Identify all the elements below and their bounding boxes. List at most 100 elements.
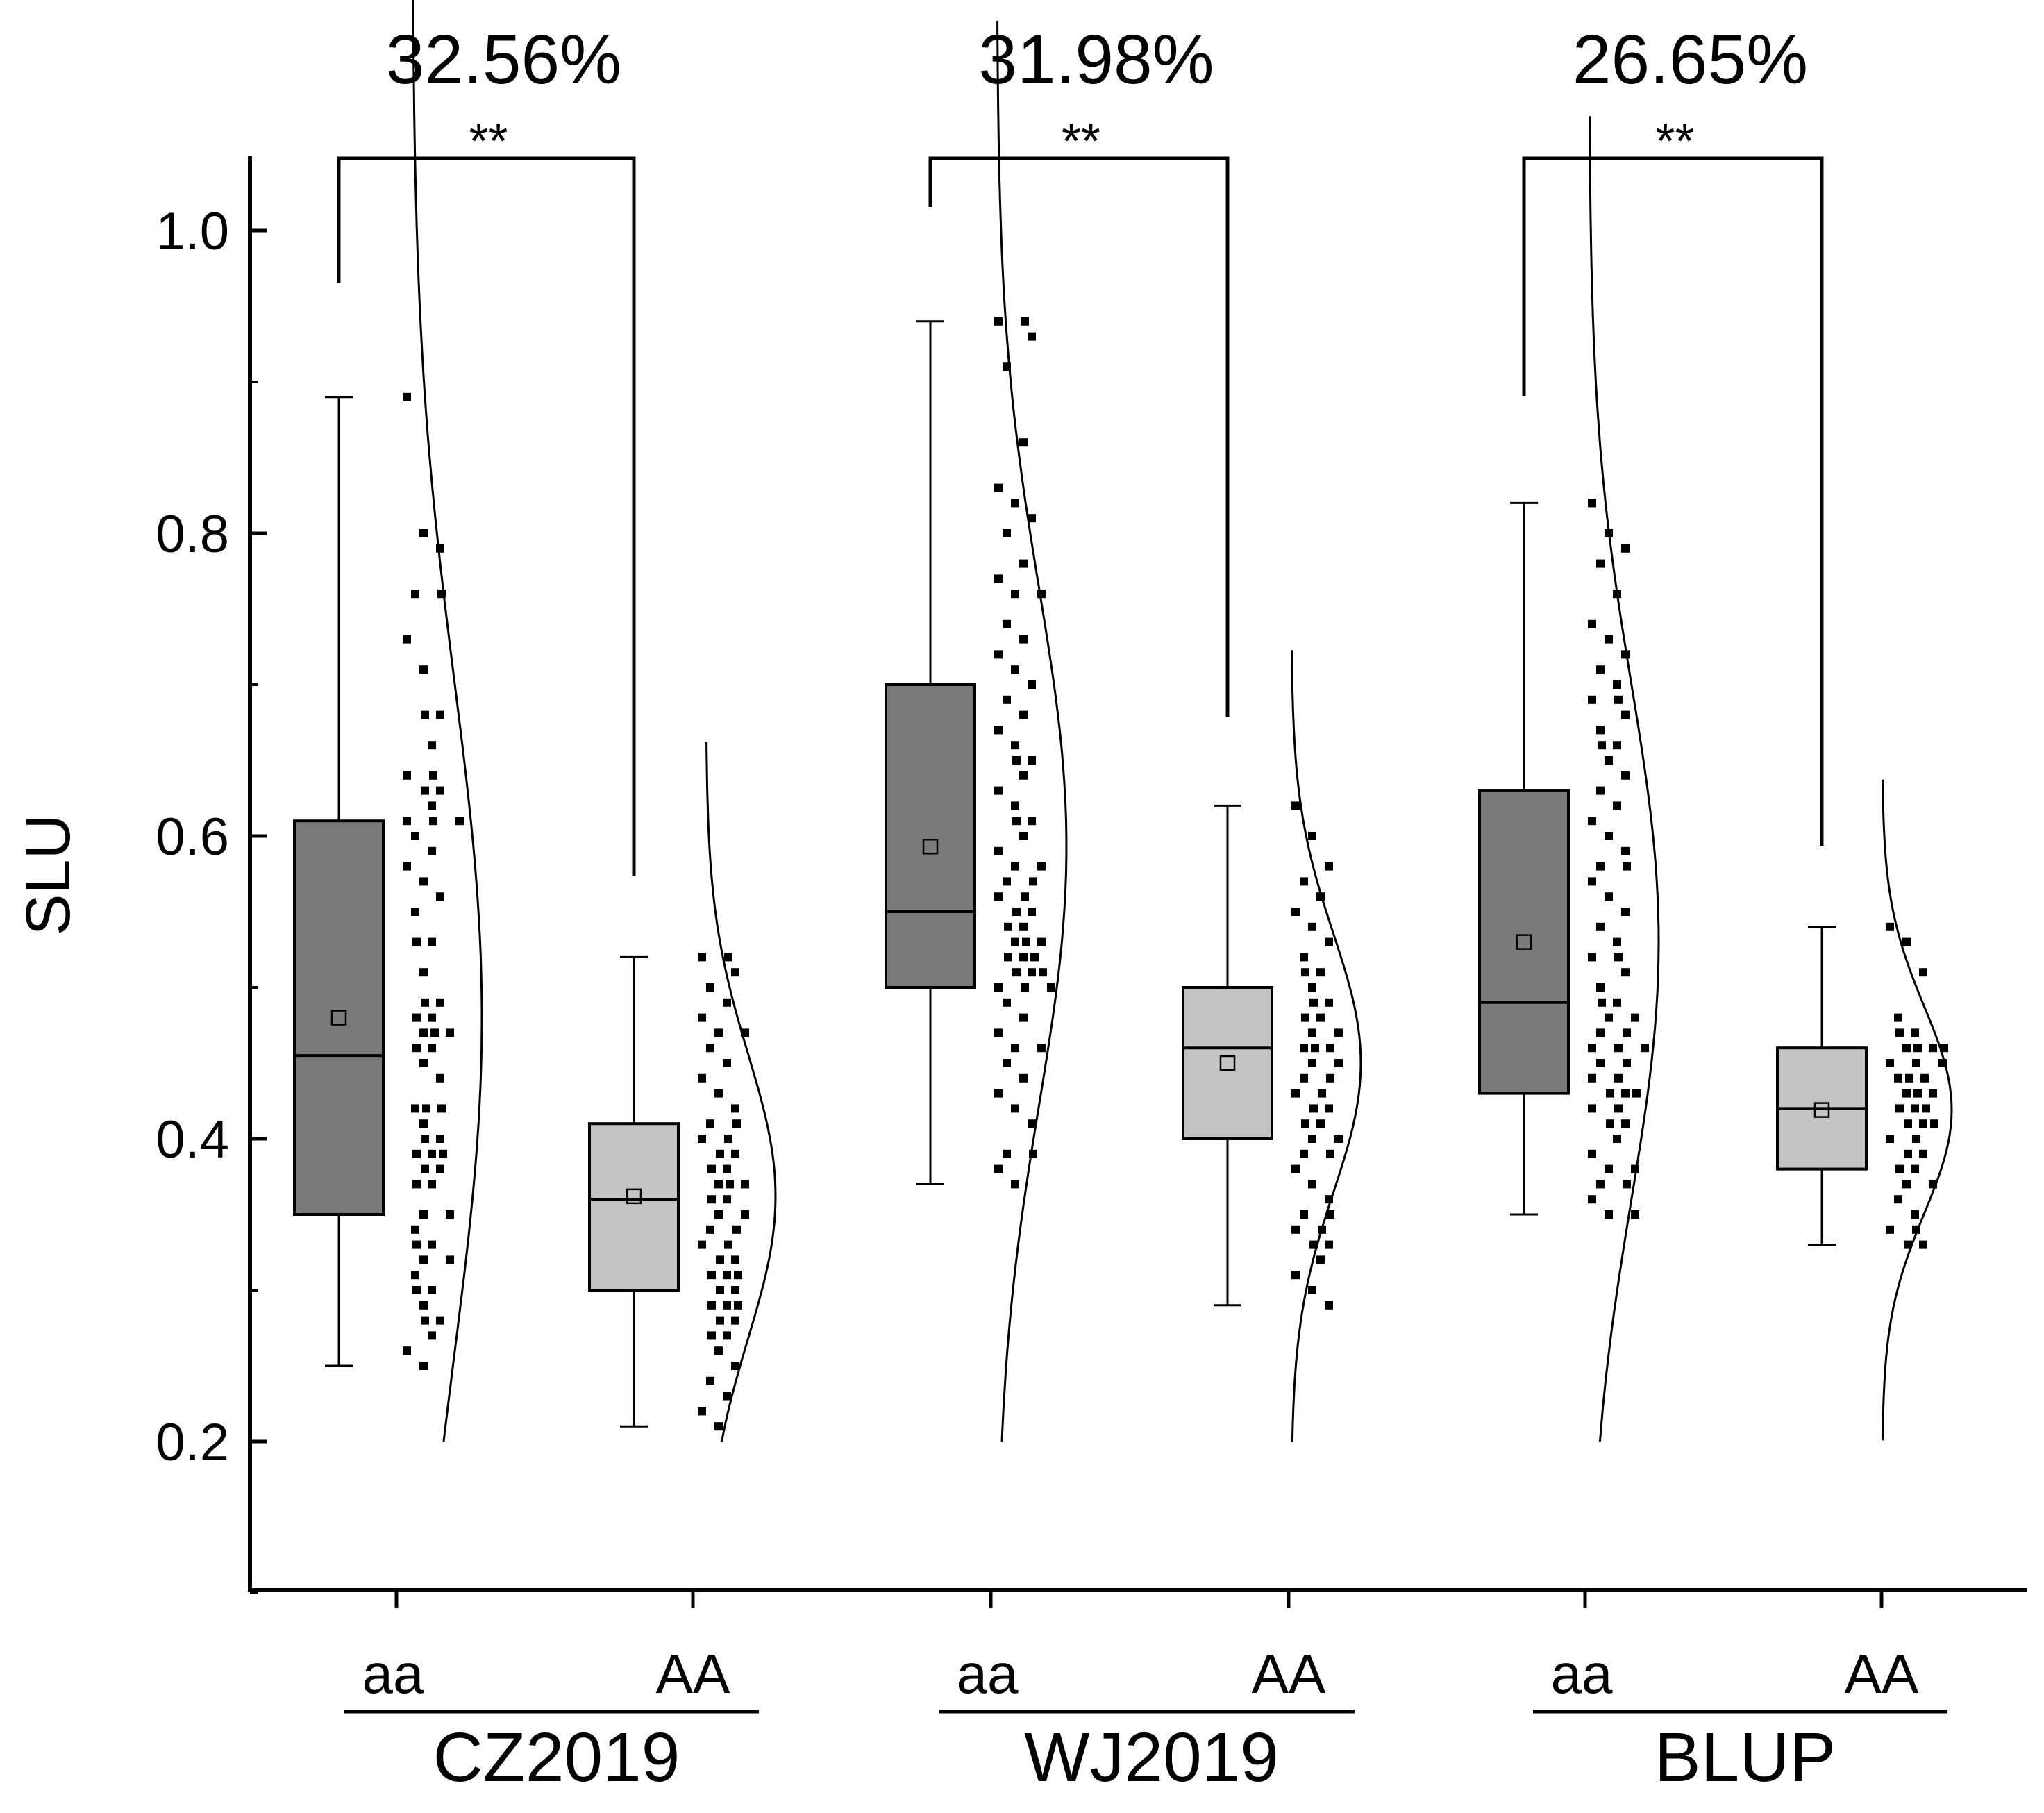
data-point-wj2019-aa [1019, 710, 1028, 719]
data-point-wj2019-aa [1309, 998, 1318, 1007]
data-point-wj2019-aa [1291, 1164, 1300, 1173]
distribution-curve-wj2019-aa [996, 20, 1068, 1442]
category-label-wj2019-aa: aa [957, 1643, 1019, 1705]
data-point-wj2019-aa [1300, 953, 1308, 962]
data-point-blup-aa [1920, 1073, 1929, 1083]
data-point-wj2019-aa [1028, 332, 1036, 341]
data-point-blup-aa [1911, 1210, 1919, 1219]
data-point-cz2019-aa [403, 1346, 411, 1355]
data-point-blup-aa [1605, 1013, 1613, 1022]
data-point-blup-aa [1588, 817, 1596, 826]
data-point-wj2019-aa [1011, 665, 1019, 674]
data-point-wj2019-aa [1003, 1149, 1011, 1158]
data-point-blup-aa [1919, 1240, 1927, 1249]
data-point-cz2019-aa [707, 1271, 716, 1280]
data-point-blup-aa [1588, 1044, 1596, 1053]
data-point-cz2019-aa [724, 953, 732, 962]
data-point-wj2019-aa [1316, 1119, 1325, 1128]
data-point-blup-aa [1596, 922, 1605, 931]
data-point-cz2019-aa [741, 1180, 749, 1189]
data-point-wj2019-aa [1004, 922, 1012, 931]
data-point-wj2019-aa [994, 1028, 1003, 1037]
data-point-blup-aa [1895, 1164, 1904, 1173]
data-point-cz2019-aa [455, 817, 464, 826]
data-point-wj2019-aa [1326, 1210, 1334, 1219]
distribution-curve-wj2019-aa [1291, 650, 1362, 1442]
data-point-wj2019-aa [1291, 908, 1300, 916]
data-point-blup-aa [1631, 1210, 1639, 1219]
data-point-wj2019-aa [1334, 1135, 1343, 1143]
data-point-cz2019-aa [419, 877, 428, 886]
data-point-cz2019-aa [714, 1089, 723, 1098]
data-point-blup-aa [1894, 1013, 1902, 1022]
category-label-blup-aa: AA [1845, 1643, 1919, 1705]
data-point-cz2019-aa [716, 1286, 724, 1294]
data-point-blup-aa [1613, 1135, 1621, 1143]
data-point-blup-aa [1919, 1149, 1927, 1158]
y-tick-label: 0.2 [156, 1413, 229, 1472]
data-point-wj2019-aa [1011, 1044, 1019, 1053]
data-point-cz2019-aa [446, 1210, 454, 1219]
data-point-blup-aa [1623, 1180, 1631, 1189]
data-point-blup-aa [1895, 1104, 1904, 1113]
data-point-blup-aa [1886, 1225, 1894, 1234]
data-point-wj2019-aa [1301, 1119, 1309, 1128]
data-point-cz2019-aa [430, 1028, 439, 1037]
data-point-wj2019-aa [1291, 1089, 1300, 1098]
data-point-blup-aa [1902, 1089, 1911, 1098]
data-point-cz2019-aa [723, 1331, 731, 1340]
data-point-wj2019-aa [1334, 1028, 1343, 1037]
percent-label-cz2019: 32.56% [386, 21, 621, 99]
data-point-blup-aa [1588, 1149, 1596, 1158]
data-point-cz2019-aa [436, 1135, 444, 1143]
data-point-wj2019-aa [1012, 756, 1021, 765]
data-point-wj2019-aa [1019, 953, 1028, 962]
data-point-wj2019-aa [1308, 1180, 1316, 1189]
data-point-wj2019-aa [1300, 1149, 1308, 1158]
data-point-cz2019-aa [726, 1180, 734, 1189]
data-point-wj2019-aa [1291, 801, 1300, 810]
data-point-wj2019-aa [1311, 1044, 1319, 1053]
data-point-blup-aa [1598, 998, 1606, 1007]
data-point-wj2019-aa [1326, 1073, 1334, 1083]
data-point-cz2019-aa [412, 1240, 421, 1249]
significance-bracket-wj2019 [928, 156, 1230, 717]
data-point-cz2019-aa [421, 1316, 429, 1325]
data-point-blup-aa [1596, 1059, 1605, 1067]
data-point-blup-aa [1614, 1104, 1623, 1113]
data-point-wj2019-aa [994, 574, 1003, 583]
data-point-wj2019-aa [1028, 680, 1036, 689]
data-point-wj2019-aa [1325, 1301, 1333, 1310]
data-point-wj2019-aa [994, 650, 1003, 659]
percent-label-blup: 26.65% [1573, 21, 1808, 99]
data-point-blup-aa [1902, 1044, 1911, 1053]
data-point-cz2019-aa [724, 1240, 732, 1249]
data-point-wj2019-aa [1003, 619, 1011, 628]
data-point-wj2019-aa [1326, 1149, 1334, 1158]
data-point-cz2019-aa [428, 1180, 436, 1189]
data-point-blup-aa [1919, 1119, 1927, 1128]
data-point-cz2019-aa [706, 1044, 714, 1053]
data-point-wj2019-aa [1003, 529, 1011, 537]
data-point-cz2019-aa [411, 590, 419, 599]
data-point-wj2019-aa [1037, 1044, 1046, 1053]
percent-label-wj2019: 31.98% [978, 21, 1214, 99]
data-point-wj2019-aa [1318, 1089, 1326, 1098]
chart-labels: SLU 32.56% CZ2019 ** aa AA 31.98% WJ2019 ** aa AA 2… [14, 21, 1947, 1796]
data-point-wj2019-aa [1047, 983, 1055, 992]
data-point-blup-aa [1614, 1073, 1623, 1083]
data-point-cz2019-aa [436, 1073, 444, 1083]
data-point-cz2019-aa [419, 1119, 428, 1128]
data-point-cz2019-aa [428, 1044, 436, 1053]
data-point-cz2019-aa [436, 786, 444, 795]
box-blup-aa [1478, 789, 1570, 1095]
significance-label-wj2019: ** [1062, 114, 1100, 169]
data-point-wj2019-aa [1003, 695, 1011, 704]
data-point-blup-aa [1894, 1195, 1902, 1204]
data-point-blup-aa [1596, 1180, 1605, 1189]
box-wj2019-aa [885, 683, 976, 989]
data-point-wj2019-aa [1028, 968, 1036, 977]
data-point-blup-aa [1632, 1089, 1641, 1098]
data-point-cz2019-aa [731, 1316, 739, 1325]
